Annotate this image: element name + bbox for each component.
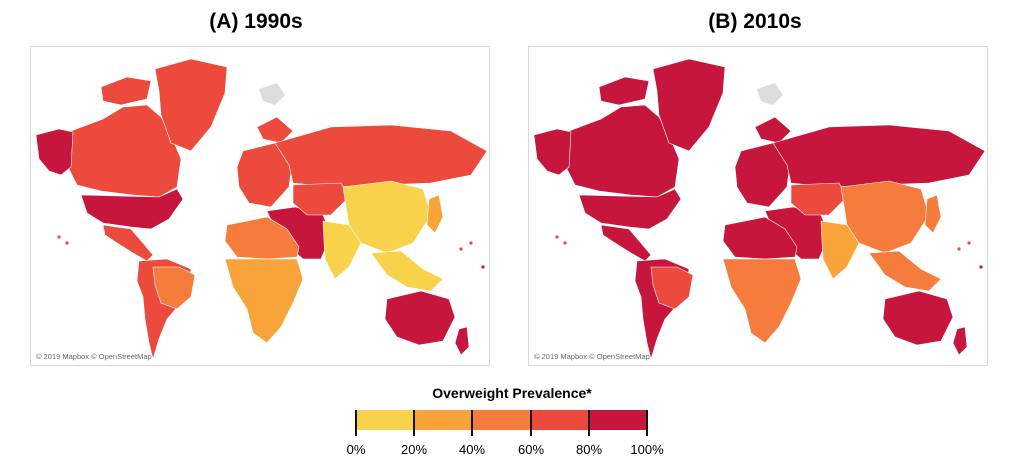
island-marker[interactable] bbox=[57, 235, 61, 239]
legend-label-20: 20% bbox=[400, 442, 428, 457]
world-map-1990s bbox=[35, 58, 488, 361]
legend-swatch-0 bbox=[356, 410, 415, 430]
region-central-asia[interactable] bbox=[292, 182, 350, 216]
island-marker[interactable] bbox=[459, 247, 463, 251]
legend-swatch-2 bbox=[472, 410, 532, 430]
region-south-asia[interactable] bbox=[322, 220, 362, 280]
legend-label-100: 100% bbox=[630, 442, 664, 457]
region-north-africa[interactable] bbox=[224, 216, 300, 260]
region-japan[interactable] bbox=[426, 194, 444, 234]
island-marker[interactable] bbox=[979, 265, 983, 269]
svalbard-region bbox=[757, 83, 783, 105]
region-alaska[interactable] bbox=[35, 128, 74, 176]
region-north-africa[interactable] bbox=[722, 216, 798, 260]
legend-swatch-4 bbox=[589, 410, 649, 430]
legend-tick bbox=[355, 410, 357, 436]
region-southeast-asia[interactable] bbox=[868, 250, 942, 292]
region-north-america[interactable] bbox=[566, 76, 680, 198]
legend-label-60: 60% bbox=[517, 442, 545, 457]
map-attribution: © 2019 Mapbox © OpenStreetMap bbox=[534, 352, 650, 361]
panel-b-title: (B) 2010s bbox=[708, 10, 802, 33]
legend-label-0: 0% bbox=[346, 442, 366, 457]
region-australia[interactable] bbox=[384, 290, 456, 346]
island-marker[interactable] bbox=[555, 235, 559, 239]
legend-color-bar bbox=[356, 410, 649, 430]
map-1990s[interactable]: © 2019 Mapbox © OpenStreetMap bbox=[30, 46, 490, 366]
island-marker[interactable] bbox=[563, 241, 567, 245]
region-europe[interactable] bbox=[236, 116, 294, 208]
region-russia[interactable] bbox=[772, 124, 986, 188]
island-marker[interactable] bbox=[957, 247, 961, 251]
region-alaska[interactable] bbox=[533, 128, 572, 176]
svalbard-region bbox=[259, 83, 285, 105]
legend-tick bbox=[471, 410, 473, 436]
island-marker[interactable] bbox=[967, 241, 971, 245]
region-central-america[interactable] bbox=[102, 224, 154, 262]
legend-tick bbox=[646, 410, 648, 436]
legend-tick bbox=[413, 410, 415, 436]
legend-tick bbox=[588, 410, 590, 436]
region-usa[interactable] bbox=[80, 188, 184, 230]
region-greenland[interactable] bbox=[652, 58, 726, 152]
panel-a-title: (A) 1990s bbox=[209, 10, 303, 33]
region-new-zealand[interactable] bbox=[454, 326, 470, 356]
region-japan[interactable] bbox=[924, 194, 942, 234]
world-map-2010s bbox=[533, 58, 986, 361]
region-north-america[interactable] bbox=[68, 76, 182, 198]
island-marker[interactable] bbox=[481, 265, 485, 269]
region-brazil[interactable] bbox=[152, 266, 196, 310]
map-2010s[interactable]: © 2019 Mapbox © OpenStreetMap bbox=[528, 46, 988, 366]
region-central-america[interactable] bbox=[600, 224, 652, 262]
region-australia[interactable] bbox=[882, 290, 954, 346]
region-russia[interactable] bbox=[274, 124, 488, 188]
island-marker[interactable] bbox=[65, 241, 69, 245]
region-central-asia[interactable] bbox=[790, 182, 848, 216]
legend-swatch-1 bbox=[414, 410, 473, 430]
region-usa[interactable] bbox=[578, 188, 682, 230]
legend-label-40: 40% bbox=[458, 442, 486, 457]
legend-label-80: 80% bbox=[575, 442, 603, 457]
region-southeast-asia[interactable] bbox=[370, 250, 444, 292]
legend-tick bbox=[530, 410, 532, 436]
region-south-asia[interactable] bbox=[820, 220, 860, 280]
legend-swatch-3 bbox=[531, 410, 590, 430]
region-europe[interactable] bbox=[734, 116, 792, 208]
region-greenland[interactable] bbox=[154, 58, 228, 152]
map-attribution: © 2019 Mapbox © OpenStreetMap bbox=[36, 352, 152, 361]
legend-title: Overweight Prevalence* bbox=[432, 385, 592, 401]
region-sub-saharan-africa[interactable] bbox=[722, 258, 802, 344]
region-sub-saharan-africa[interactable] bbox=[224, 258, 304, 344]
region-new-zealand[interactable] bbox=[952, 326, 968, 356]
region-brazil[interactable] bbox=[650, 266, 694, 310]
island-marker[interactable] bbox=[469, 241, 473, 245]
